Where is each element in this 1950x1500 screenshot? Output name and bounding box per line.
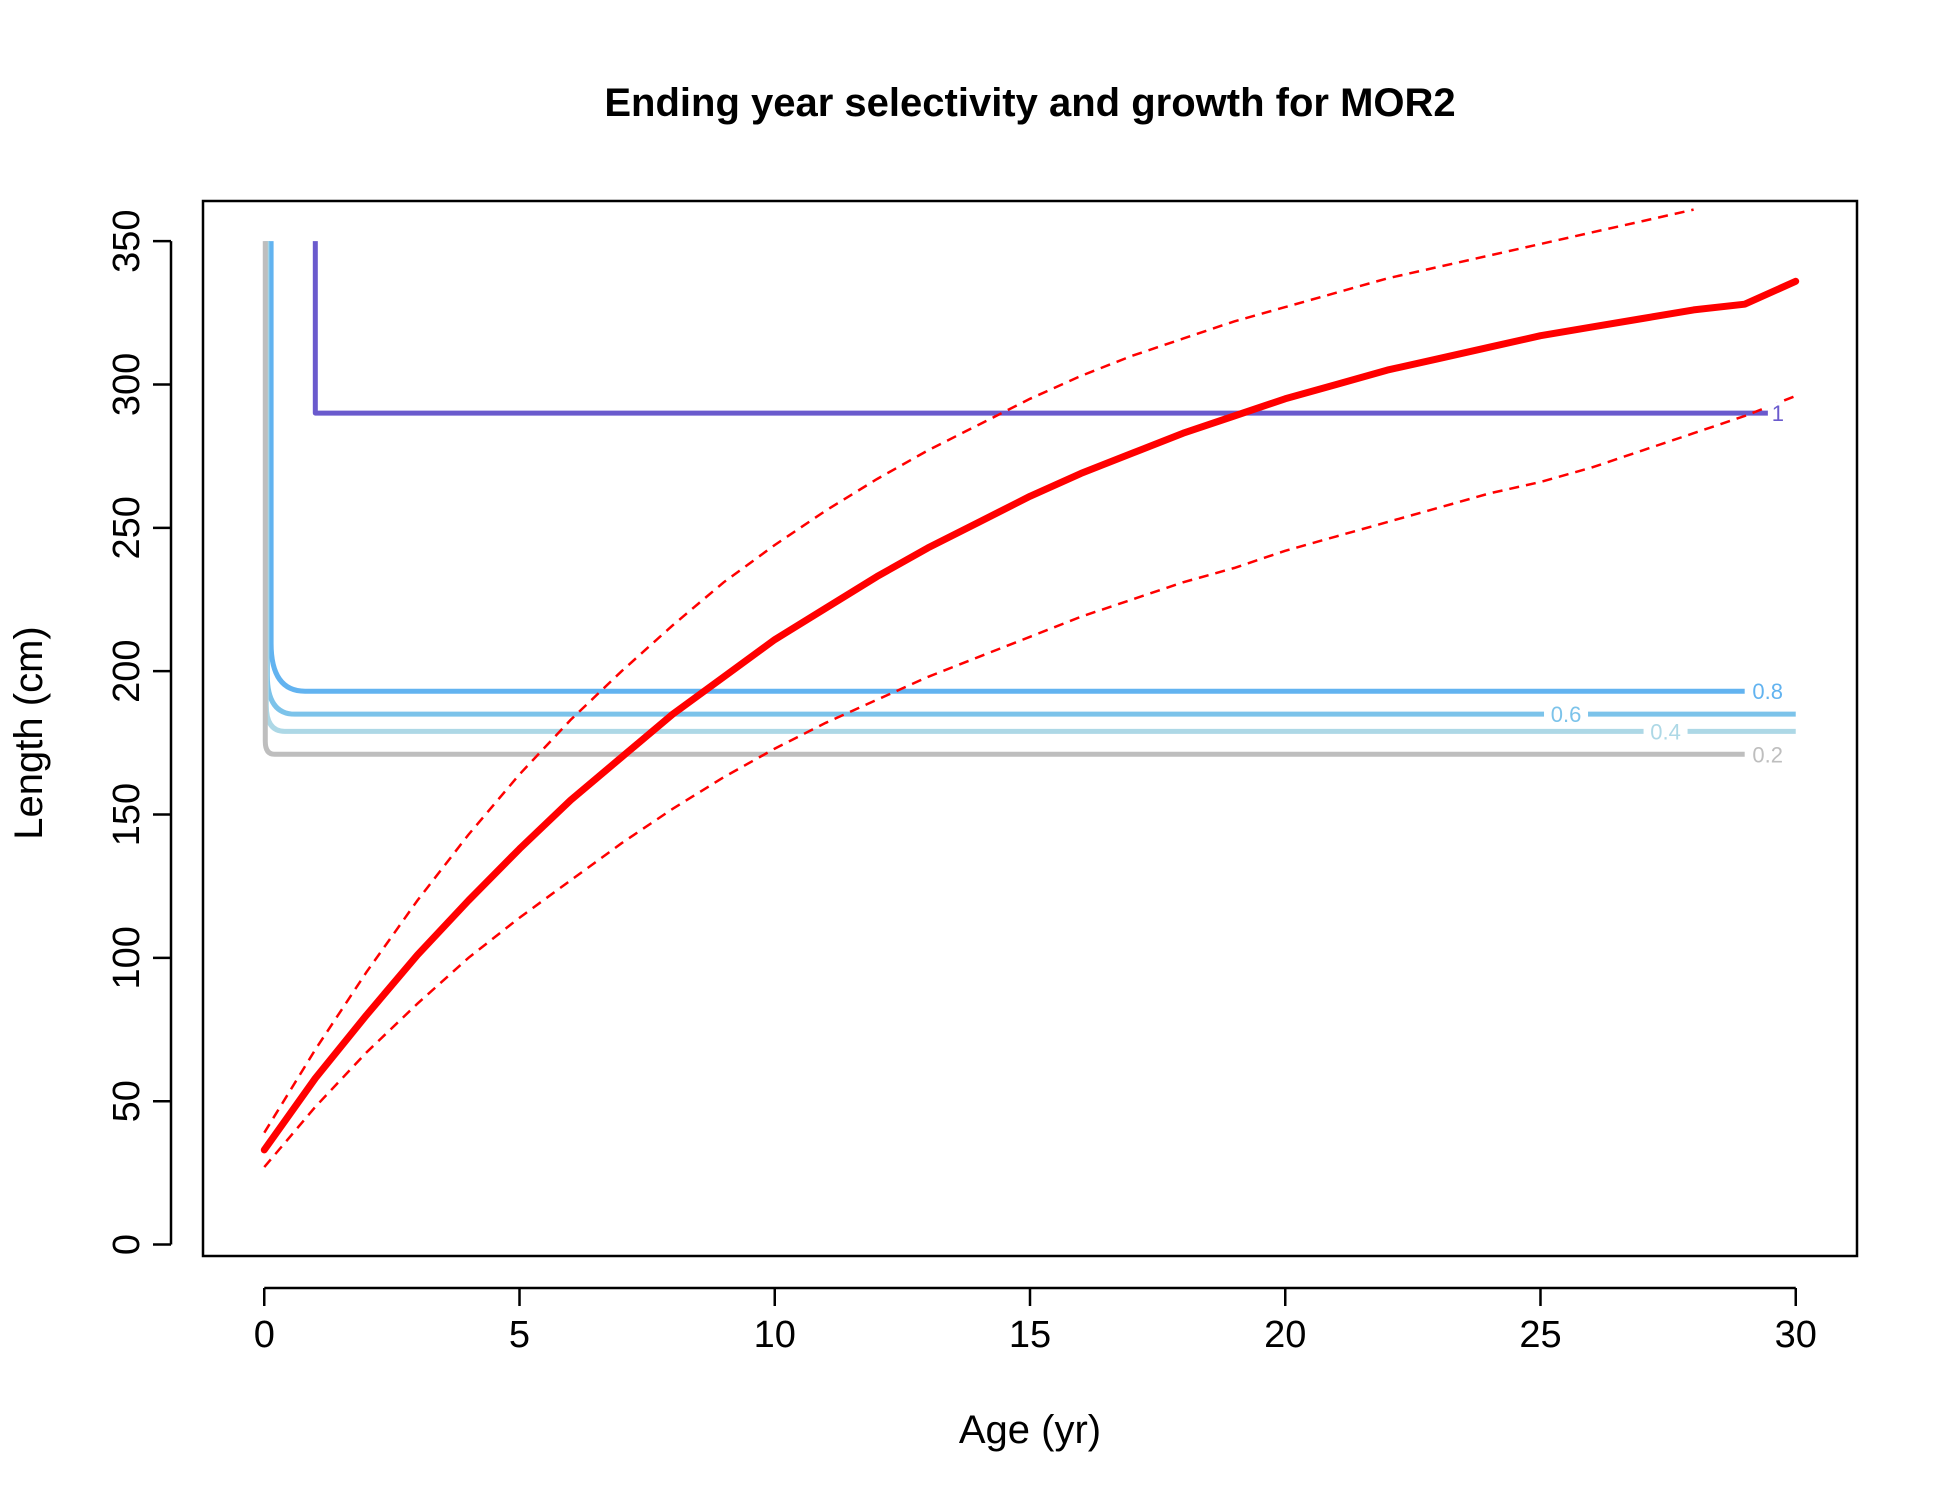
y-tick-label: 200 — [106, 639, 148, 702]
contour-label-gap — [1643, 720, 1688, 743]
x-tick-label: 20 — [1264, 1314, 1306, 1356]
selectivity-contour-1 — [312, 241, 1771, 416]
y-tick-label: 300 — [106, 353, 148, 416]
selectivity-contour-0-2 — [262, 241, 1745, 757]
growth-upper-interval — [263, 208, 1694, 1134]
growth-curves — [260, 208, 1800, 1168]
contour-label-gap — [1767, 402, 1788, 425]
growth-mean-curve — [260, 277, 1800, 1154]
growth-lower-interval — [263, 394, 1797, 1168]
plot-area: 0 5 10 15 20 25 3005010015020025030035010.80.6… — [106, 199, 1859, 1356]
contour-label-0-2: 0.2 — [1752, 742, 1783, 767]
contour-label-1: 1 — [1772, 401, 1784, 426]
contour-label-0-4: 0.4 — [1650, 719, 1681, 744]
selectivity-contour-0-8 — [268, 241, 1745, 694]
contour-label-gap — [1745, 743, 1790, 766]
x-tick-label: 5 — [509, 1314, 530, 1356]
y-tick-label: 0 — [106, 1234, 148, 1255]
y-axis-label: Length (cm) — [7, 626, 51, 839]
x-tick-label: 30 — [1775, 1314, 1817, 1356]
y-tick-label: 50 — [106, 1080, 148, 1122]
x-tick-label: 10 — [754, 1314, 796, 1356]
y-tick-label: 250 — [106, 496, 148, 559]
x-tick-label: 15 — [1009, 1314, 1051, 1356]
selectivity-contour-0-6 — [264, 241, 1796, 717]
contour-label-0-6: 0.6 — [1551, 702, 1582, 727]
y-tick-label: 100 — [106, 926, 148, 989]
contour-label-gap — [1544, 703, 1589, 726]
x-tick-label: 0 — [254, 1314, 275, 1356]
plot-frame — [201, 199, 1859, 1258]
selectivity-contour-0-4 — [263, 241, 1796, 734]
contour-label-0-8: 0.8 — [1752, 679, 1783, 704]
x-axis-label: Age (yr) — [959, 1408, 1101, 1452]
x-tick-label: 25 — [1519, 1314, 1561, 1356]
selectivity-contours — [262, 241, 1796, 757]
y-tick-label: 150 — [106, 783, 148, 846]
contour-label-gap — [1745, 680, 1790, 703]
chart-title: Ending year selectivity and growth for M… — [604, 81, 1455, 125]
y-tick-label: 350 — [106, 209, 148, 272]
